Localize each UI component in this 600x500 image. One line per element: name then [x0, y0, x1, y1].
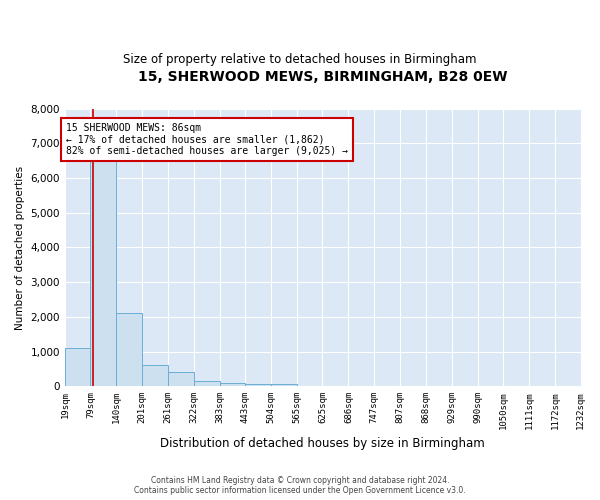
Bar	[220, 382, 245, 386]
Y-axis label: Number of detached properties: Number of detached properties	[15, 166, 25, 330]
Title: 15, SHERWOOD MEWS, BIRMINGHAM, B28 0EW: 15, SHERWOOD MEWS, BIRMINGHAM, B28 0EW	[138, 70, 508, 84]
Bar	[168, 372, 194, 386]
Bar	[65, 348, 91, 386]
Bar	[245, 384, 271, 386]
Text: 15 SHERWOOD MEWS: 86sqm
← 17% of detached houses are smaller (1,862)
82% of semi: 15 SHERWOOD MEWS: 86sqm ← 17% of detache…	[66, 122, 348, 156]
Bar	[194, 381, 220, 386]
Text: Size of property relative to detached houses in Birmingham: Size of property relative to detached ho…	[123, 52, 477, 66]
X-axis label: Distribution of detached houses by size in Birmingham: Distribution of detached houses by size …	[160, 437, 485, 450]
Bar	[91, 161, 116, 386]
Bar	[116, 314, 142, 386]
Bar	[142, 366, 168, 386]
Text: Contains HM Land Registry data © Crown copyright and database right 2024.
Contai: Contains HM Land Registry data © Crown c…	[134, 476, 466, 495]
Bar	[271, 384, 297, 386]
